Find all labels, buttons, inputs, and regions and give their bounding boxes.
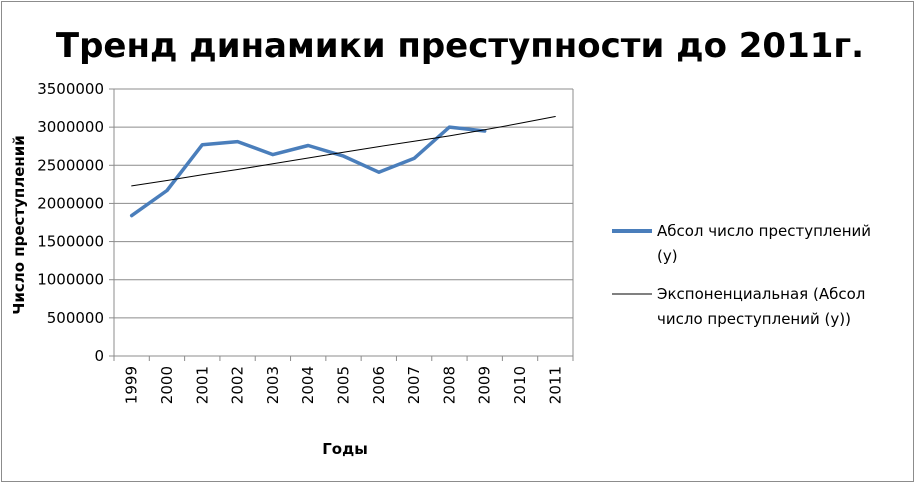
y-axis-ticks: 0 500000 1000000 1500000 2000000 2500000 30000…	[37, 80, 114, 365]
x-tick-label: 2010	[511, 366, 529, 404]
series-line-absolute	[129, 125, 487, 218]
chart-title: Тренд динамики преступности до 2011г.	[56, 26, 864, 66]
x-tick-label: 2001	[193, 366, 211, 404]
series-layer	[129, 116, 556, 218]
y-tick-label: 500000	[47, 309, 104, 327]
y-tick-label: 2000000	[37, 194, 104, 212]
series-line-exponential-trend	[131, 116, 556, 187]
y-tick-label: 1500000	[37, 233, 104, 251]
y-tick-label: 0	[94, 347, 104, 365]
x-tick-label: 1999	[123, 366, 141, 404]
x-tick-label: 2011	[546, 366, 564, 404]
y-tick-label: 2500000	[37, 156, 104, 174]
x-axis-ticks: 1999 2000 2001 2002 2003 2004 2005 2006 2007 2008…	[113, 356, 574, 404]
y-tick-label: 3500000	[37, 80, 104, 98]
legend-label-absolute: Абсол число преступлений (у)	[657, 222, 876, 265]
x-tick-label: 2004	[299, 366, 317, 404]
x-tick-label: 2005	[335, 366, 353, 404]
y-tick-label: 3000000	[37, 118, 104, 136]
axes	[113, 89, 574, 357]
gridlines	[114, 88, 573, 319]
legend: Абсол число преступлений (у) Экспоненциа…	[612, 222, 876, 328]
x-tick-label: 2000	[158, 366, 176, 404]
legend-label-exponential: Экспоненциальная (Абсол число преступлен…	[657, 285, 870, 328]
x-tick-label: 2006	[370, 366, 388, 404]
x-tick-label: 2002	[229, 366, 247, 404]
x-tick-label: 2009	[476, 366, 494, 404]
x-axis-title: Годы	[322, 440, 368, 458]
y-axis-title: Число преступлений	[10, 135, 28, 315]
x-tick-label: 2003	[264, 366, 282, 404]
y-tick-label: 1000000	[37, 271, 104, 289]
x-tick-label: 2007	[405, 366, 423, 404]
x-tick-label: 2008	[440, 366, 458, 404]
